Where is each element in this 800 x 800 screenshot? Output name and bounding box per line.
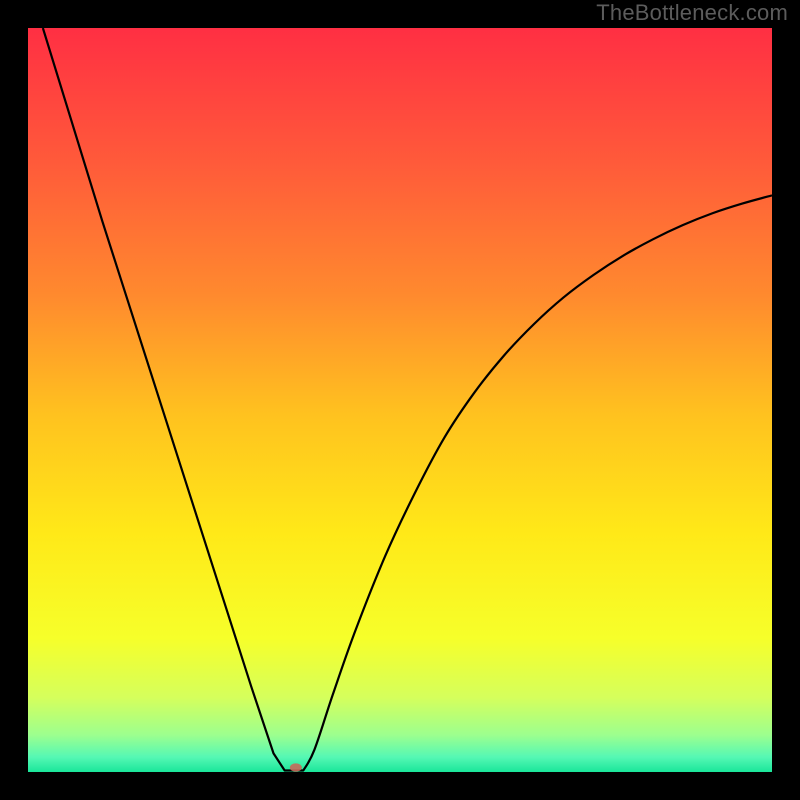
chart-container: TheBottleneck.com (0, 0, 800, 800)
plot-area (28, 28, 772, 772)
optimal-point-marker (290, 763, 302, 771)
gradient-background (28, 28, 772, 772)
chart-svg (28, 28, 772, 772)
watermark-text: TheBottleneck.com (596, 0, 788, 26)
